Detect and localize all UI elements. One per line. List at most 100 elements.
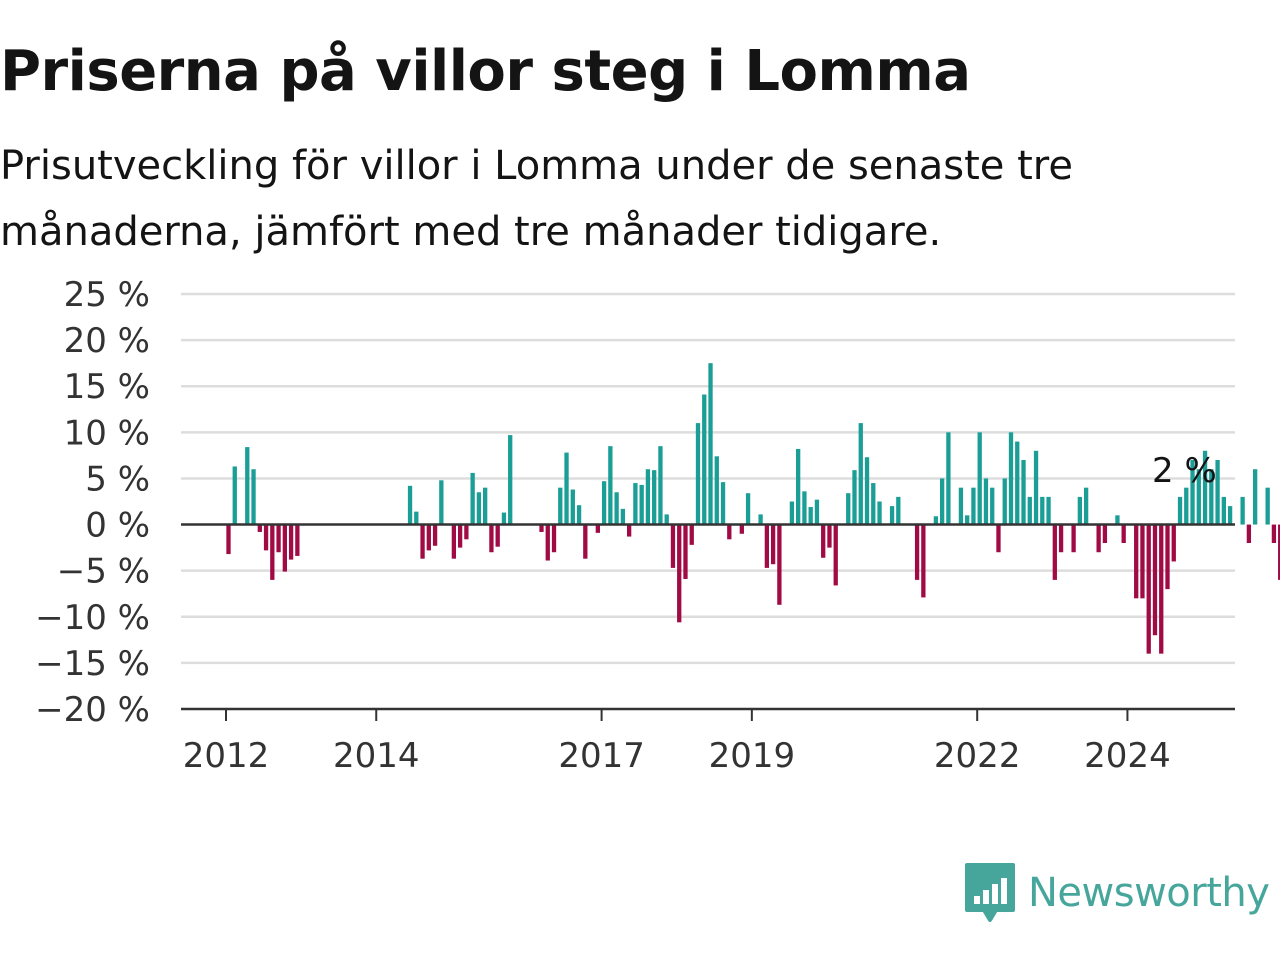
bar bbox=[576, 505, 582, 525]
bar bbox=[896, 496, 901, 525]
bar bbox=[965, 515, 970, 525]
x-tick-label: 2022 bbox=[934, 736, 1021, 776]
y-tick-label: −20 % bbox=[35, 690, 150, 730]
bar bbox=[1146, 524, 1151, 654]
bar bbox=[1115, 515, 1120, 525]
bar bbox=[295, 524, 300, 556]
y-tick-label: −15 % bbox=[35, 644, 150, 684]
bar bbox=[745, 493, 751, 525]
bar bbox=[1278, 524, 1280, 580]
bar bbox=[414, 511, 419, 525]
bar bbox=[1021, 460, 1026, 525]
bar bbox=[864, 457, 870, 525]
bar bbox=[1015, 441, 1020, 525]
bar bbox=[770, 524, 776, 565]
newsworthy-logo: Newsworthy bbox=[964, 862, 1270, 924]
bar bbox=[1140, 524, 1145, 599]
bar bbox=[877, 501, 882, 525]
bar bbox=[470, 472, 475, 525]
chart-subtitle: Prisutveckling för villor i Lomma under … bbox=[0, 143, 1073, 255]
bar bbox=[1252, 469, 1258, 525]
bar bbox=[939, 478, 945, 525]
bar bbox=[677, 524, 682, 623]
bar bbox=[921, 524, 926, 598]
bar bbox=[1209, 469, 1214, 525]
bar bbox=[933, 516, 939, 525]
y-tick-label: 5 % bbox=[85, 459, 150, 499]
bar bbox=[564, 452, 569, 525]
bar bbox=[1052, 524, 1057, 580]
bar bbox=[664, 514, 669, 525]
bar bbox=[614, 492, 619, 525]
bar bbox=[789, 501, 795, 525]
bar bbox=[645, 469, 651, 525]
bar bbox=[977, 432, 982, 525]
x-tick-label: 2017 bbox=[558, 736, 645, 776]
bar bbox=[946, 432, 951, 525]
bar bbox=[958, 487, 964, 525]
brand-name: Newsworthy bbox=[1028, 870, 1270, 916]
bar bbox=[833, 524, 838, 586]
bar bbox=[270, 524, 275, 580]
chart-title: Priserna på villor steg i Lomma bbox=[0, 39, 971, 104]
bar bbox=[245, 447, 250, 525]
bar bbox=[439, 480, 444, 525]
bar bbox=[545, 524, 550, 561]
axes bbox=[181, 523, 1235, 711]
bar bbox=[1058, 524, 1064, 553]
bar bbox=[727, 524, 732, 540]
bar bbox=[821, 524, 826, 558]
bar bbox=[1083, 487, 1089, 525]
bar bbox=[670, 524, 676, 568]
bar bbox=[796, 448, 801, 525]
bar bbox=[1215, 460, 1220, 525]
bar bbox=[1102, 524, 1108, 543]
bar bbox=[426, 524, 431, 551]
bar bbox=[695, 423, 701, 525]
bar bbox=[758, 514, 763, 525]
bar bbox=[276, 524, 281, 553]
bar bbox=[990, 487, 995, 525]
bar bbox=[282, 524, 287, 572]
last-value-label: 2 % bbox=[1152, 451, 1217, 491]
bar bbox=[257, 524, 262, 532]
bar bbox=[971, 487, 976, 525]
bar bbox=[583, 524, 588, 559]
bar bbox=[483, 487, 488, 525]
bar bbox=[1033, 450, 1039, 525]
bar bbox=[720, 482, 726, 525]
bar bbox=[764, 524, 770, 568]
bar bbox=[601, 481, 607, 525]
bar bbox=[451, 524, 457, 559]
x-tick-label: 2014 bbox=[333, 736, 420, 776]
bar bbox=[739, 524, 744, 534]
bar bbox=[777, 524, 782, 605]
bar bbox=[1177, 496, 1183, 525]
bar bbox=[620, 508, 626, 525]
bar bbox=[1096, 524, 1101, 553]
bar bbox=[608, 446, 613, 525]
bar bbox=[714, 456, 719, 525]
y-axis-ticks: 25 % 20 % 15 % 10 % 5 % 0 % −5 % −10 % −15 % −20 … bbox=[35, 275, 150, 730]
x-tick-label: 2019 bbox=[709, 736, 796, 776]
bar bbox=[1190, 460, 1195, 525]
bar bbox=[802, 491, 807, 525]
bar bbox=[1184, 487, 1189, 525]
bar bbox=[1227, 506, 1233, 525]
bar bbox=[226, 524, 231, 555]
bar bbox=[889, 506, 895, 525]
bar bbox=[626, 524, 632, 537]
bar bbox=[639, 484, 644, 525]
bar bbox=[652, 470, 657, 525]
bar bbox=[1002, 478, 1007, 525]
gridlines bbox=[181, 292, 1235, 665]
bar bbox=[1152, 524, 1158, 636]
bar bbox=[464, 524, 469, 540]
bar bbox=[914, 524, 920, 580]
x-tick-label: 2012 bbox=[183, 736, 270, 776]
x-tick-label: 2024 bbox=[1084, 736, 1171, 776]
bar bbox=[633, 483, 638, 525]
bar bbox=[683, 524, 688, 579]
bar bbox=[1071, 524, 1076, 553]
